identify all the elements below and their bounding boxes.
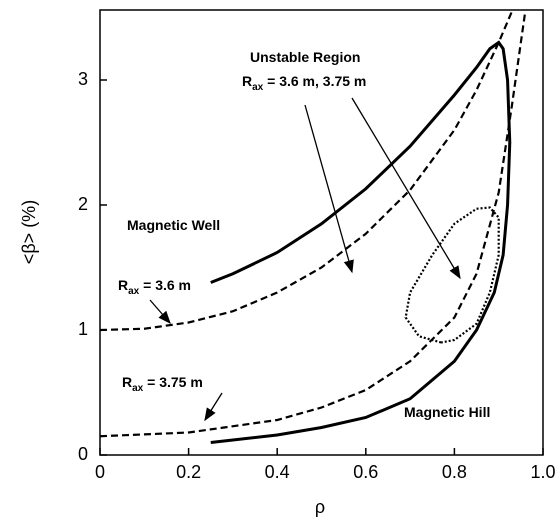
arrow xyxy=(351,97,461,280)
arrow xyxy=(304,104,354,274)
annotation-text: = 3.75 m xyxy=(143,374,203,390)
curve xyxy=(210,40,512,444)
arrow xyxy=(204,392,223,422)
annotation-text: R xyxy=(242,73,252,89)
x-tick-label: 0.2 xyxy=(176,462,201,482)
curve xyxy=(404,206,500,344)
x-tick-label: 1.0 xyxy=(530,462,555,482)
annotation: Rax = 3.6 m, 3.75 m xyxy=(242,73,366,93)
y-axis-label: <β> (%) xyxy=(19,200,39,264)
x-tick-label: 0.8 xyxy=(442,462,467,482)
annotation: Unstable Region xyxy=(250,49,360,65)
annotation-text: = 3.6 m xyxy=(139,277,191,293)
annotation-text: Magnetic Well xyxy=(127,217,220,233)
annotation: Rax = 3.6 m xyxy=(118,277,191,297)
annotation-text: R xyxy=(118,277,128,293)
annotation-text: Magnetic Hill xyxy=(404,404,490,420)
annotation: Rax = 3.75 m xyxy=(122,374,203,394)
annotation-text: R xyxy=(122,374,132,390)
x-tick-label: 0 xyxy=(95,462,105,482)
annotation-subscript: ax xyxy=(128,286,140,297)
y-tick-label: 1 xyxy=(78,319,88,339)
y-tick-label: 3 xyxy=(78,69,88,89)
plot-frame xyxy=(99,9,544,456)
x-tick-label: 0.6 xyxy=(353,462,378,482)
arrow xyxy=(149,299,171,324)
annotation-subscript: ax xyxy=(132,383,144,394)
x-tick-label: 0.4 xyxy=(265,462,290,482)
annotation-subscript: ax xyxy=(252,82,264,93)
y-tick-label: 0 xyxy=(78,444,88,464)
annotation: Magnetic Well xyxy=(127,217,220,233)
y-tick-label: 2 xyxy=(78,194,88,214)
x-axis-label: ρ xyxy=(315,497,325,517)
curve xyxy=(99,10,514,332)
annotation-text: Unstable Region xyxy=(250,49,360,65)
annotation: Magnetic Hill xyxy=(404,404,490,420)
annotation-text: = 3.6 m, 3.75 m xyxy=(263,73,366,89)
